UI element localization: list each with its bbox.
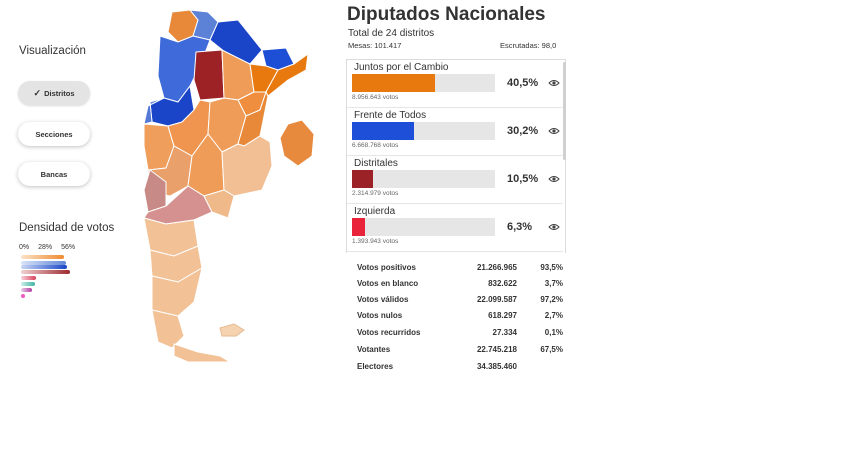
party-list-scrollbar[interactable] — [563, 62, 566, 160]
summary-value: 21.266.965 — [476, 263, 517, 272]
summary-row: Votos válidos 22.099.587 97,2% — [357, 295, 567, 309]
summary-percentage: 2,7% — [544, 311, 563, 320]
summary-row: Votantes 22.745.218 67,5% — [357, 345, 567, 359]
district-santa-cruz — [151, 309, 185, 349]
party-bar-fill — [352, 74, 435, 92]
party-votes: 2.314.979 votos — [352, 190, 399, 197]
scale-label-mid: 28% — [38, 244, 53, 251]
summary-row: Votos positivos 21.266.965 93,5% — [357, 263, 567, 277]
party-percentage: 6,3% — [507, 221, 533, 233]
distritos-button-label: Distritos — [44, 88, 75, 98]
party-card: Distritales 10,5% 2.314.979 votos — [347, 156, 563, 204]
party-card: Izquierda 6,3% 1.393.943 votos — [347, 204, 563, 252]
party-bar-track — [352, 122, 495, 140]
summary-label: Votos en blanco — [357, 279, 419, 288]
density-scale-labels: 0% 28% 56% — [19, 244, 89, 251]
summary-percentage: 3,7% — [544, 279, 563, 288]
summary-label: Votos positivos — [357, 263, 416, 272]
summary-label: Votantes — [357, 345, 391, 354]
district-catamarca — [143, 97, 165, 125]
party-percentage: 40,5% — [507, 77, 539, 89]
summary-percentage: 67,5% — [540, 345, 563, 354]
bancas-button[interactable]: Bancas — [18, 162, 90, 186]
secciones-button-label: Secciones — [35, 129, 73, 139]
density-bar-other-3 — [21, 294, 25, 298]
summary-value: 34.385.460 — [476, 362, 517, 371]
party-bar-track — [352, 170, 495, 188]
density-bar-other-2 — [21, 288, 32, 292]
party-bar-fill — [352, 122, 414, 140]
check-icon: ✓ — [33, 87, 42, 98]
summary-label: Votos nulos — [357, 311, 403, 320]
scale-label-max: 56% — [61, 244, 76, 251]
party-name: Izquierda — [354, 206, 396, 217]
party-votes: 6.668.768 votos — [352, 142, 399, 149]
district-chaco — [193, 49, 225, 101]
summary-value: 22.745.218 — [476, 345, 517, 354]
secciones-button[interactable]: Secciones — [18, 122, 90, 146]
density-bar-fdt-light — [21, 261, 66, 265]
eye-icon[interactable] — [548, 173, 560, 185]
visualization-title: Visualización — [19, 45, 86, 57]
party-percentage: 10,5% — [507, 173, 539, 185]
party-name: Frente de Todos — [354, 110, 427, 121]
summary-value: 618.297 — [488, 311, 517, 320]
summary-row: Electores 34.385.460 — [357, 362, 567, 376]
summary-value: 27.334 — [492, 328, 517, 337]
bancas-button-label: Bancas — [40, 169, 68, 179]
summary-label: Votos recurridos — [357, 328, 421, 337]
summary-row: Votos nulos 618.297 2,7% — [357, 311, 567, 325]
summary-label: Votos válidos — [357, 295, 409, 304]
escrutadas-percentage: Escrutadas: 98,0 — [500, 41, 557, 50]
party-bar-fill — [352, 170, 373, 188]
eye-icon[interactable] — [548, 125, 560, 137]
district-caba-region — [279, 119, 315, 167]
summary-row: Votos recurridos 27.334 0,1% — [357, 328, 567, 342]
party-card: Frente de Todos 30,2% 6.668.768 votos — [347, 108, 563, 156]
density-bar-fdt — [21, 265, 67, 269]
density-bar-jxc — [21, 255, 64, 259]
density-bar-distritales — [21, 270, 70, 274]
density-title: Densidad de votos — [19, 222, 115, 234]
scale-label-min: 0% — [19, 244, 30, 251]
summary-percentage: 93,5% — [540, 263, 563, 272]
summary-value: 832.622 — [488, 279, 517, 288]
party-percentage: 30,2% — [507, 125, 539, 137]
summary-percentage: 0,1% — [544, 328, 563, 337]
district-tierra-del-fuego — [173, 343, 232, 363]
page-title: Diputados Nacionales — [347, 4, 546, 25]
party-card: Juntos por el Cambio 40,5% 8.956.643 vot… — [347, 60, 563, 108]
districts-subtitle: Total de 24 distritos — [348, 28, 435, 39]
summary-row: Votos en blanco 832.622 3,7% — [357, 279, 567, 293]
party-results-list[interactable]: Juntos por el Cambio 40,5% 8.956.643 vot… — [346, 59, 566, 253]
party-bar-track — [352, 218, 495, 236]
summary-percentage: 97,2% — [540, 295, 563, 304]
summary-label: Electores — [357, 362, 394, 371]
party-bar-fill — [352, 218, 365, 236]
district-la-pampa — [203, 189, 235, 219]
party-votes: 1.393.943 votos — [352, 238, 399, 245]
district-malvinas — [219, 323, 245, 337]
party-votes: 8.956.643 votos — [352, 94, 399, 101]
density-bar-izquierda — [21, 276, 36, 280]
party-name: Distritales — [354, 158, 398, 169]
distritos-button[interactable]: ✓ Distritos — [18, 81, 90, 105]
party-bar-track — [352, 74, 495, 92]
mesas-count: Mesas: 101.417 — [348, 41, 402, 50]
summary-value: 22.099.587 — [476, 295, 517, 304]
eye-icon[interactable] — [548, 77, 560, 89]
eye-icon[interactable] — [548, 221, 560, 233]
argentina-district-map — [143, 9, 315, 363]
density-bar-other-1 — [21, 282, 35, 286]
party-name: Juntos por el Cambio — [354, 62, 449, 73]
